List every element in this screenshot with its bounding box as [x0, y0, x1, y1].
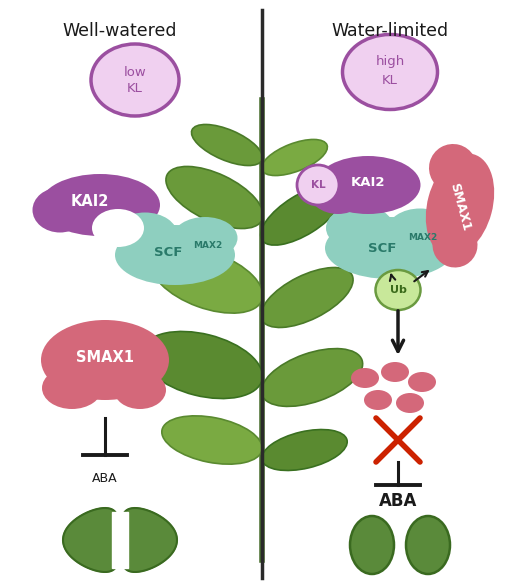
Ellipse shape — [387, 208, 453, 252]
Ellipse shape — [396, 393, 424, 413]
Ellipse shape — [173, 217, 237, 259]
Text: Water-limited: Water-limited — [331, 22, 448, 40]
Ellipse shape — [162, 416, 262, 464]
Text: low: low — [123, 66, 146, 78]
Ellipse shape — [350, 516, 394, 574]
Ellipse shape — [92, 209, 144, 247]
Ellipse shape — [429, 144, 477, 192]
Text: KL: KL — [311, 180, 326, 190]
Ellipse shape — [316, 156, 421, 214]
Ellipse shape — [40, 174, 160, 236]
Ellipse shape — [260, 185, 343, 245]
Text: Well-watered: Well-watered — [63, 22, 177, 40]
Text: KL: KL — [382, 74, 398, 87]
Ellipse shape — [406, 516, 450, 574]
Polygon shape — [63, 508, 119, 572]
Text: ABA: ABA — [379, 492, 417, 510]
Ellipse shape — [297, 165, 339, 205]
Text: high: high — [375, 56, 405, 68]
Ellipse shape — [166, 167, 263, 229]
Ellipse shape — [351, 368, 379, 388]
Text: SCF: SCF — [154, 246, 182, 260]
Text: KL: KL — [127, 81, 143, 95]
Ellipse shape — [381, 362, 409, 382]
Polygon shape — [112, 512, 128, 568]
Ellipse shape — [325, 217, 455, 279]
Ellipse shape — [375, 270, 421, 310]
Ellipse shape — [261, 139, 328, 176]
Ellipse shape — [433, 222, 478, 267]
Ellipse shape — [408, 372, 436, 392]
Text: KAI2: KAI2 — [71, 194, 109, 209]
Ellipse shape — [192, 125, 262, 166]
Ellipse shape — [262, 429, 347, 470]
Ellipse shape — [41, 320, 169, 400]
Ellipse shape — [33, 188, 88, 232]
Ellipse shape — [114, 371, 166, 409]
Ellipse shape — [142, 332, 262, 398]
Ellipse shape — [112, 212, 177, 257]
Ellipse shape — [326, 205, 394, 250]
Ellipse shape — [151, 247, 263, 313]
Ellipse shape — [115, 225, 235, 285]
Ellipse shape — [261, 349, 363, 407]
Text: MAX2: MAX2 — [193, 240, 222, 249]
Text: SMAX1: SMAX1 — [76, 350, 134, 366]
Ellipse shape — [308, 166, 368, 214]
Text: KAI2: KAI2 — [351, 177, 385, 190]
Ellipse shape — [426, 154, 494, 256]
Text: Ub: Ub — [390, 285, 406, 295]
Ellipse shape — [42, 367, 102, 409]
Polygon shape — [121, 508, 177, 572]
Text: SMAX1: SMAX1 — [447, 181, 473, 232]
Ellipse shape — [342, 35, 437, 109]
Text: ABA: ABA — [92, 472, 118, 485]
Ellipse shape — [364, 390, 392, 410]
Ellipse shape — [261, 267, 353, 328]
Ellipse shape — [91, 44, 179, 116]
Text: SCF: SCF — [368, 242, 396, 254]
Text: MAX2: MAX2 — [408, 233, 437, 243]
